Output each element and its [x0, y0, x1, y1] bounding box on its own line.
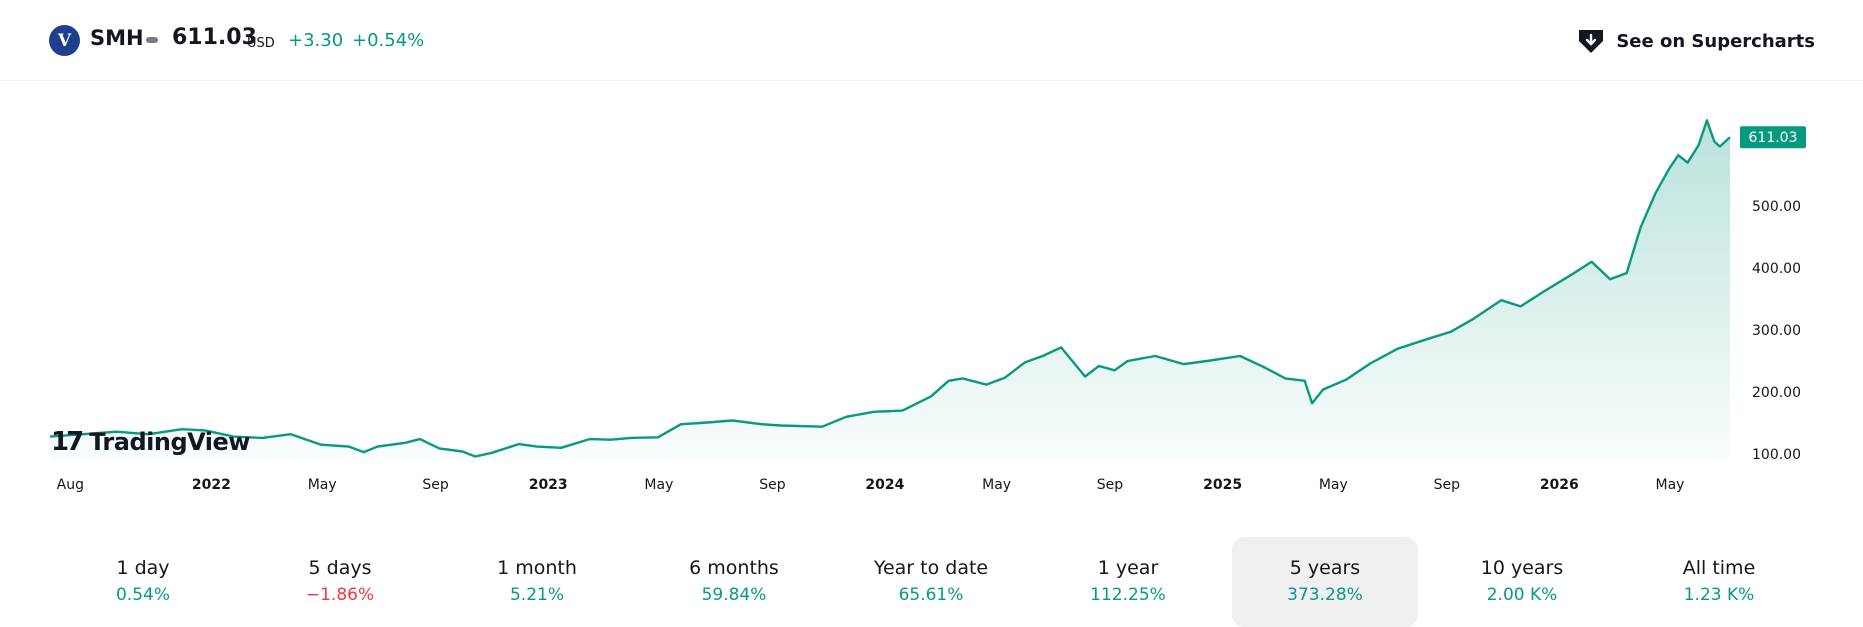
- y-tick-label: 300.00: [1752, 323, 1801, 339]
- x-tick-label: May: [308, 477, 337, 493]
- period-change-value: 0.54%: [115, 585, 170, 605]
- period-tab-1-year[interactable]: 1 year 112.25%: [1035, 537, 1221, 627]
- period-selector: 1 day 0.54% 5 days −1.86% 1 month 5.21% 6 mont…: [50, 537, 1813, 627]
- market-status-dash: [146, 37, 158, 43]
- tradingview-watermark: 17 TradingView: [51, 427, 250, 457]
- x-tick-label: 2025: [1203, 477, 1242, 493]
- period-change-value: 112.25%: [1090, 585, 1166, 605]
- see-on-supercharts-button[interactable]: See on Supercharts: [1576, 26, 1815, 56]
- symbol-logo: V: [49, 25, 80, 56]
- price-change-percent: +0.54%: [352, 30, 425, 51]
- symbol-header: V SMH 611.03 USD +3.30 +0.54% See on Sup…: [0, 0, 1863, 81]
- period-change-value: 65.61%: [898, 585, 964, 605]
- price-line: [49, 119, 1731, 458]
- period-change-value: −1.86%: [305, 585, 375, 605]
- x-tick-label: 2026: [1540, 477, 1579, 493]
- x-tick-label: 2023: [529, 477, 568, 493]
- period-change-value: 2.00 K%: [1486, 585, 1558, 605]
- y-tick-label: 400.00: [1752, 261, 1801, 277]
- period-label: 5 days: [308, 557, 372, 579]
- last-price: 611.03: [172, 25, 257, 50]
- last-price-tag: [1740, 126, 1806, 149]
- symbol-ticker[interactable]: SMH: [90, 26, 144, 50]
- x-tick-label: 2024: [865, 477, 904, 493]
- period-change-value: 373.28%: [1287, 585, 1363, 605]
- period-tab-6-months[interactable]: 6 months 59.84%: [641, 537, 827, 627]
- tradingview-logo-icon: 17: [51, 427, 84, 457]
- x-tick-label: Aug: [57, 477, 84, 493]
- currency-label: USD: [247, 36, 275, 51]
- period-label: All time: [1682, 557, 1756, 579]
- x-tick-label: Sep: [1434, 477, 1461, 493]
- period-change-value: 5.21%: [509, 585, 564, 605]
- period-tab-5-days[interactable]: 5 days −1.86%: [247, 537, 433, 627]
- x-tick-label: Sep: [422, 477, 449, 493]
- x-tick-label: 2022: [192, 477, 231, 493]
- period-change-value: 59.84%: [701, 585, 767, 605]
- period-label: 1 month: [497, 557, 577, 579]
- period-label: 1 year: [1097, 557, 1159, 579]
- supercharts-icon: [1579, 30, 1604, 53]
- supercharts-label: See on Supercharts: [1616, 30, 1815, 52]
- period-label: 1 day: [116, 557, 170, 579]
- period-tab-year-to-date[interactable]: Year to date 65.61%: [838, 537, 1024, 627]
- period-label: 5 years: [1289, 557, 1361, 579]
- y-tick-label: 500.00: [1752, 199, 1801, 215]
- x-tick-label: May: [1656, 477, 1685, 493]
- period-label: Year to date: [873, 557, 989, 579]
- y-tick-label: 100.00: [1752, 447, 1801, 463]
- period-tab-1-day[interactable]: 1 day 0.54%: [50, 537, 236, 627]
- x-tick-label: Sep: [759, 477, 786, 493]
- period-tab-5-years[interactable]: 5 years 373.28%: [1232, 537, 1418, 627]
- price-area-fill: [50, 120, 1730, 461]
- last-price-tag-label: 611.03: [1749, 130, 1798, 146]
- x-tick-label: Sep: [1097, 477, 1124, 493]
- chart-canvas: 100.00 200.00 300.00 400.00 500.00 Aug 2022 May…: [49, 119, 1806, 493]
- price-chart[interactable]: 100.00 200.00 300.00 400.00 500.00 Aug 2022 May…: [0, 80, 1863, 500]
- x-tick-label: May: [1319, 477, 1348, 493]
- period-label: 10 years: [1480, 557, 1564, 579]
- period-change-value: 1.23 K%: [1683, 585, 1755, 605]
- period-tab-all-time[interactable]: All time 1.23 K%: [1626, 537, 1812, 627]
- x-tick-label: May: [982, 477, 1011, 493]
- price-change-absolute: +3.30: [288, 30, 344, 51]
- period-label: 6 months: [689, 557, 779, 579]
- y-tick-label: 200.00: [1752, 385, 1801, 401]
- period-tab-10-years[interactable]: 10 years 2.00 K%: [1429, 537, 1615, 627]
- x-tick-label: May: [644, 477, 673, 493]
- tradingview-wordmark: TradingView: [89, 428, 250, 456]
- period-tab-1-month[interactable]: 1 month 5.21%: [444, 537, 630, 627]
